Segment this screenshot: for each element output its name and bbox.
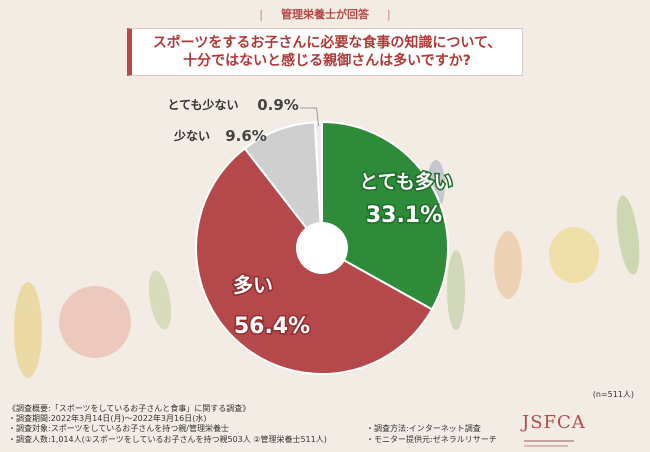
pie-slice-2 [243,121,324,252]
okra-icon [447,250,465,330]
bell-pepper-icon [549,227,599,283]
survey-method: ・調査方法:インターネット調査 [366,424,481,434]
tomato-icon [59,286,131,358]
slice-value-few: 9.6% [225,127,267,145]
green-bean-icon [616,195,640,275]
jsfca-logo-subtext [524,439,574,447]
slice-label-few: 少ない [173,128,210,143]
survey-provider: ・モニター提供元:ゼネラルリサーチ [366,434,497,444]
radish-icon [494,231,522,299]
pea-pod-icon [148,270,172,330]
slice-label-many: 多い [233,273,273,297]
survey-overview: 《調査概要:「スポーツをしているお子さんと食事」に関する調査》 ・調査期間:20… [8,404,528,445]
header-bar-left: | [259,8,263,21]
slice-value-very-many: 33.1% [366,203,442,228]
jsfca-logo-mark: JSFCA [522,412,586,433]
slice-value-many: 56.4% [234,314,310,339]
corn-left-icon [14,282,42,378]
slice-value-very-few: 0.9% [257,96,299,114]
slice-label-very-many: とても多い [359,170,452,193]
question-title-line1: スポーツをするお子さんに必要な食事の知識について、 [152,35,502,51]
header-label: | 管理栄養士が回答 | [0,6,650,22]
header-bar-right: | [387,8,391,21]
pie-slice-0 [321,120,449,311]
leader-line-very-few [300,107,320,127]
slice-label-very-few: とても少ない [167,97,238,112]
survey-target: ・調査対象:スポーツをしているお子さんを持つ親/管理栄養士 [8,424,229,434]
question-title-box: スポーツをするお子さんに必要な食事の知識について、 十分ではないと感じる親御さん… [127,28,523,76]
jsfca-logo: JSFCA [522,412,642,447]
header-label-text: 管理栄養士が回答 [281,8,369,21]
survey-respondents: ・調査人数:1,014人(①スポーツをしているお子さんを持つ親503人 ②管理栄… [8,434,327,444]
survey-period: ・調査期間:2022年3月14日(月)〜2022年3月16日(水) [8,414,207,424]
question-title-line2: 十分ではないと感じる親御さんは多いですか? [183,53,471,69]
survey-overview-heading: 《調査概要:「スポーツをしているお子さんと食事」に関する調査》 [8,404,251,413]
sample-size-note: (n=511人) [592,390,634,399]
donut-hole [296,222,348,274]
